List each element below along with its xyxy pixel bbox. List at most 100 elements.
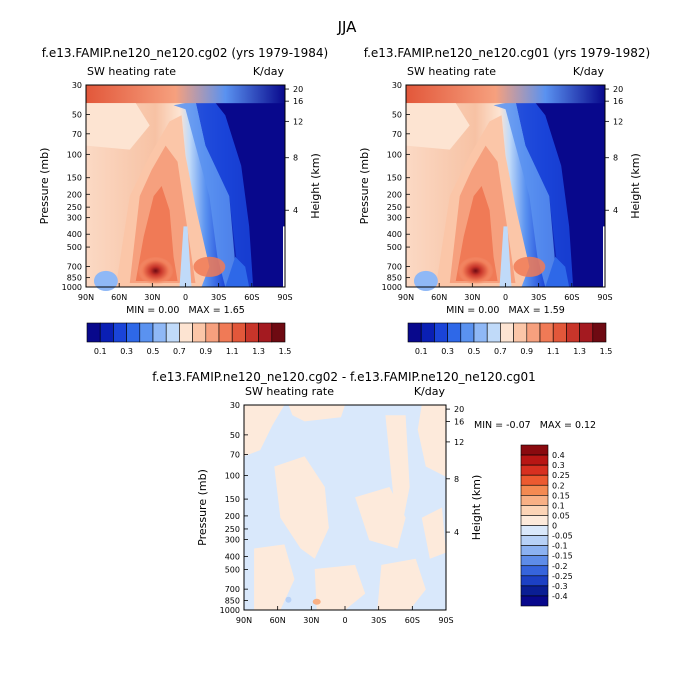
y-tick-label: 30 bbox=[230, 401, 240, 410]
colorbar-label: 1.1 bbox=[547, 347, 560, 356]
colorbar-swatch bbox=[520, 495, 549, 506]
y-tick-label: 150 bbox=[67, 174, 82, 183]
colorbar-swatch bbox=[592, 322, 607, 343]
colorbar-label: 0.05 bbox=[552, 511, 570, 520]
colorbar-swatch bbox=[165, 322, 180, 343]
units-label: K/day bbox=[253, 65, 285, 78]
colorbar-label: 0.1 bbox=[552, 501, 565, 510]
colorbar-swatch bbox=[245, 322, 259, 343]
colorbar-label: -0.05 bbox=[552, 532, 573, 541]
colorbar: 0.1 0.3 0.5 0.7 0.9 1.1 1.3 1.5 bbox=[86, 322, 291, 356]
x-tick-label: 30S bbox=[531, 293, 546, 302]
field-positive-region bbox=[385, 415, 410, 528]
y-tick-label: 100 bbox=[225, 471, 240, 480]
field-sh-surface bbox=[545, 256, 570, 287]
colorbar-swatch bbox=[520, 454, 549, 466]
x-tick-label: 0 bbox=[183, 293, 188, 302]
y-tick-label: 400 bbox=[67, 230, 82, 239]
y-tick-label: 250 bbox=[387, 203, 402, 212]
field-light-patch bbox=[406, 103, 470, 150]
min-max-stats: MIN = 0.00 MAX = 1.59 bbox=[446, 305, 565, 316]
height-tick-label: 8 bbox=[454, 475, 459, 484]
field-secondary-core bbox=[193, 256, 226, 277]
y-tick-label: 400 bbox=[225, 552, 240, 561]
x-tick-label: 0 bbox=[503, 293, 508, 302]
main-title: JJA bbox=[337, 18, 358, 36]
height-tick-label: 4 bbox=[293, 206, 298, 215]
colorbar-swatch bbox=[520, 535, 549, 546]
y-tick-label: 700 bbox=[387, 262, 402, 271]
x-tick-label: 30N bbox=[303, 616, 319, 625]
colorbar-label: -0.3 bbox=[552, 582, 568, 591]
height-tick-label: 16 bbox=[293, 97, 303, 106]
y-tick-label: 500 bbox=[387, 243, 402, 252]
colorbar-swatch bbox=[113, 322, 127, 343]
x-tick-label: 90S bbox=[277, 293, 292, 302]
field-dark-blue-region bbox=[529, 85, 605, 287]
x-tick-label: 90S bbox=[438, 616, 453, 625]
units-label: K/day bbox=[573, 65, 605, 78]
colorbar-label: 0.2 bbox=[552, 481, 565, 490]
colorbar-swatch bbox=[179, 322, 193, 343]
panel-subtitle: f.e13.FAMIP.ne120_ne120.cg01 (yrs 1979-1… bbox=[364, 46, 651, 60]
y-tick-label: 70 bbox=[392, 130, 402, 139]
field-secondary-core bbox=[513, 256, 546, 277]
y-tick-label: 200 bbox=[387, 190, 402, 199]
field-top-band bbox=[86, 85, 285, 104]
colorbar-swatch bbox=[520, 444, 549, 456]
colorbar-swatch bbox=[566, 322, 580, 343]
field-light-patch bbox=[86, 103, 150, 150]
colorbar-label: -0.1 bbox=[552, 542, 568, 551]
x-tick-label: 30S bbox=[371, 616, 386, 625]
y-axis-title: Pressure (mb) bbox=[196, 469, 209, 546]
colorbar-swatch bbox=[520, 585, 549, 597]
field-equator-notch bbox=[499, 226, 512, 287]
y-tick-label: 300 bbox=[67, 214, 82, 223]
colorbar-label: -0.25 bbox=[552, 572, 573, 581]
colorbar-label: 0.3 bbox=[552, 461, 565, 470]
colorbar-label: 0.3 bbox=[120, 347, 133, 356]
colorbar-swatch bbox=[271, 322, 286, 343]
field-plume-inner bbox=[455, 186, 498, 281]
height-tick-label: 12 bbox=[293, 117, 303, 126]
colorbar-swatch bbox=[520, 474, 549, 486]
height-tick-label: 12 bbox=[613, 117, 623, 126]
colorbar-label: -0.2 bbox=[552, 562, 568, 571]
y-tick-label: 1000 bbox=[220, 606, 240, 615]
y-tick-label: 100 bbox=[387, 150, 402, 159]
field-np-surface bbox=[93, 270, 118, 292]
x-tick-label: 90S bbox=[597, 293, 612, 302]
y-tick-label: 70 bbox=[72, 130, 82, 139]
x-tick-label: 60N bbox=[111, 293, 127, 302]
colorbar-label: 0.9 bbox=[520, 347, 533, 356]
height-tick-label: 20 bbox=[454, 405, 464, 414]
field-positive-region bbox=[274, 456, 329, 559]
x-tick-label: 60S bbox=[405, 616, 420, 625]
x-tick-label: 90N bbox=[236, 616, 252, 625]
y-axis-title: Pressure (mb) bbox=[358, 148, 371, 225]
colorbar-label: 0.4 bbox=[552, 451, 565, 460]
variable-label: SW heating rate bbox=[245, 385, 334, 398]
colorbar-label: 0.1 bbox=[94, 347, 107, 356]
colorbar-swatch bbox=[520, 484, 549, 496]
colorbar-swatch bbox=[520, 575, 549, 587]
colorbar-label: 1.5 bbox=[600, 347, 613, 356]
y-tick-label: 150 bbox=[387, 174, 402, 183]
field-positive-region bbox=[288, 405, 345, 422]
x-tick-label: 30S bbox=[211, 293, 226, 302]
colorbar-swatch bbox=[460, 322, 475, 343]
colorbar-label: 0.5 bbox=[468, 347, 481, 356]
field-mid-blue-band bbox=[493, 101, 558, 287]
y-tick-label: 30 bbox=[72, 81, 82, 90]
y-tick-label: 150 bbox=[225, 495, 240, 504]
x-tick-label: 30N bbox=[144, 293, 160, 302]
y-tick-label: 500 bbox=[225, 565, 240, 574]
field-positive-region bbox=[355, 487, 406, 549]
field-positive-region bbox=[421, 507, 446, 559]
field-positive-region bbox=[417, 405, 446, 477]
min-max-stats: MIN = 0.00 MAX = 1.65 bbox=[126, 305, 245, 316]
colorbar-swatch bbox=[192, 322, 207, 343]
colorbar-swatch bbox=[139, 322, 154, 343]
colorbar-label: 0.5 bbox=[147, 347, 160, 356]
colorbar-swatch bbox=[520, 525, 549, 536]
